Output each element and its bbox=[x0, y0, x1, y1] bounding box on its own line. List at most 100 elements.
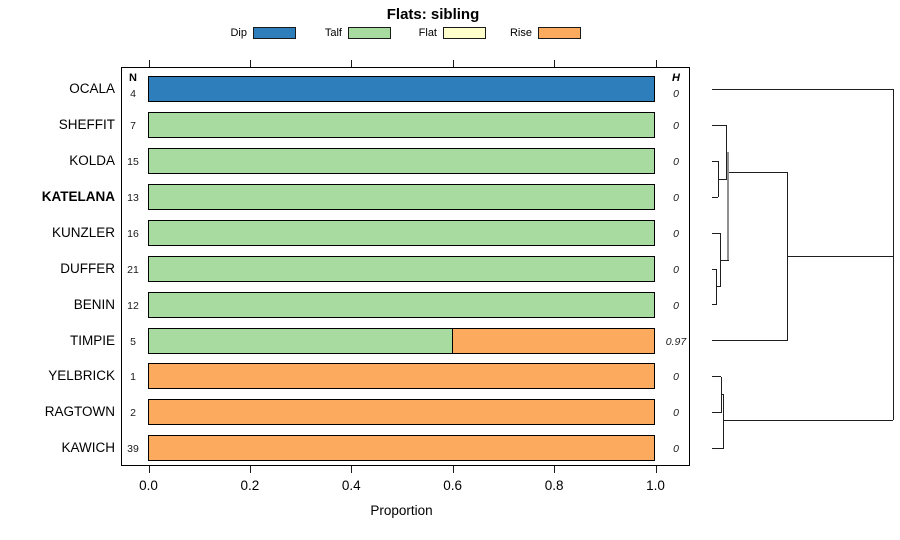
bar-segment-talf bbox=[149, 220, 654, 245]
axis-tick-label: 0.6 bbox=[443, 478, 463, 493]
n-value: 39 bbox=[127, 443, 139, 456]
n-column-header: N bbox=[129, 72, 137, 84]
n-value: 1 bbox=[130, 371, 136, 384]
stacked-bar bbox=[148, 147, 655, 174]
legend-label: Talf bbox=[324, 27, 342, 39]
stacked-bar bbox=[148, 399, 655, 426]
bar-segment-talf bbox=[149, 328, 452, 353]
legend-item-dip: Dip bbox=[207, 26, 296, 40]
h-value: 0 bbox=[673, 263, 679, 276]
axis-tick-bottom bbox=[554, 466, 556, 473]
bar-segment-rise bbox=[149, 400, 654, 425]
dendrogram-segment bbox=[712, 376, 721, 377]
dendrogram-segment bbox=[721, 394, 724, 395]
bar-segment-talf bbox=[149, 256, 654, 281]
dendrogram-segment bbox=[712, 232, 720, 234]
dendrogram-segment bbox=[712, 124, 727, 126]
row-label-ragtown: RAGTOWN bbox=[44, 404, 115, 420]
dendrogram-segment bbox=[720, 259, 729, 261]
axis-tick-top bbox=[351, 60, 353, 67]
bar-segment-talf bbox=[149, 292, 654, 317]
stacked-bar bbox=[148, 219, 655, 246]
stacked-bar bbox=[148, 291, 655, 318]
dendrogram-segment bbox=[712, 160, 718, 162]
axis-tick-label: 0.8 bbox=[544, 478, 564, 493]
dendrogram-segment bbox=[715, 269, 717, 305]
bar-segment-talf bbox=[149, 184, 654, 209]
dendrogram-segment bbox=[892, 89, 894, 420]
legend-swatch bbox=[348, 27, 391, 39]
legend-item-talf: Talf bbox=[302, 26, 391, 40]
stacked-bar bbox=[148, 363, 655, 390]
axis-tick-bottom bbox=[249, 466, 251, 473]
dendrogram-segment bbox=[712, 340, 787, 341]
n-value: 5 bbox=[130, 335, 136, 348]
stacked-bar bbox=[148, 255, 655, 282]
dendrogram-segment bbox=[720, 376, 722, 413]
axis-tick-top bbox=[655, 60, 657, 67]
n-value: 4 bbox=[130, 88, 136, 100]
dendrogram-segment bbox=[727, 152, 729, 260]
stacked-bar bbox=[148, 111, 655, 138]
row-label-benin: BENIN bbox=[73, 296, 115, 312]
legend-swatch bbox=[538, 27, 581, 39]
dendrogram-segment bbox=[718, 178, 728, 180]
h-value: 0 bbox=[673, 227, 679, 240]
stacked-bar bbox=[148, 327, 655, 354]
h-value: 0 bbox=[673, 119, 679, 132]
dendrogram-segment bbox=[723, 419, 893, 421]
row-label-duffer: DUFFER bbox=[60, 260, 115, 276]
n-value: 15 bbox=[127, 155, 139, 168]
axis-tick-label: 0.4 bbox=[341, 478, 361, 493]
legend-label: Flat bbox=[418, 27, 437, 39]
axis-tick-label: 0.0 bbox=[139, 478, 158, 493]
dendrogram-segment bbox=[712, 268, 716, 270]
row-label-yelbrick: YELBRICK bbox=[48, 368, 115, 384]
dendrogram-segment bbox=[787, 255, 893, 257]
dendrogram-segment bbox=[726, 125, 727, 179]
n-value: 7 bbox=[130, 119, 136, 132]
dendrogram-segment bbox=[723, 394, 724, 449]
h-value: 0 bbox=[673, 191, 679, 204]
row-label-katelana: KATELANA bbox=[41, 188, 115, 204]
dendrogram-segment bbox=[712, 196, 718, 198]
axis-tick-bottom bbox=[351, 466, 353, 473]
row-label-kunzler: KUNZLER bbox=[51, 224, 115, 240]
legend-item-rise: Rise bbox=[492, 26, 581, 40]
dendrogram-segment bbox=[712, 304, 716, 305]
row-label-kawich: KAWICH bbox=[61, 440, 116, 456]
axis-tick-top bbox=[452, 60, 454, 67]
h-value: 0 bbox=[673, 407, 679, 420]
h-value: 0 bbox=[673, 443, 679, 456]
n-value: 13 bbox=[127, 191, 139, 204]
dendrogram-segment bbox=[712, 88, 893, 90]
bar-segment-dip bbox=[149, 77, 654, 101]
bar-segment-rise bbox=[149, 436, 654, 461]
h-value: 0 bbox=[673, 371, 679, 384]
axis-tick-top bbox=[148, 60, 150, 67]
n-value: 2 bbox=[130, 407, 136, 420]
bar-segment-rise bbox=[452, 328, 654, 353]
stacked-bar bbox=[148, 183, 655, 210]
n-value: 21 bbox=[127, 263, 139, 276]
h-value: 0.97 bbox=[665, 335, 687, 348]
axis-tick-label: 0.2 bbox=[240, 478, 260, 493]
n-value: 12 bbox=[127, 299, 139, 312]
dendrogram-segment bbox=[719, 233, 721, 287]
legend-item-flat: Flat bbox=[397, 26, 486, 40]
row-label-kolda: KOLDA bbox=[69, 152, 115, 168]
dendrogram-segment bbox=[717, 161, 719, 197]
row-label-timpie: TIMPIE bbox=[69, 332, 115, 348]
axis-tick-top bbox=[554, 60, 556, 67]
dendrogram-segment bbox=[716, 286, 720, 287]
legend-swatch bbox=[443, 27, 486, 39]
dendrogram-segment bbox=[712, 412, 721, 413]
axis-tick-bottom bbox=[148, 466, 150, 473]
axis-tick-label: 1.0 bbox=[646, 478, 665, 493]
axis-tick-bottom bbox=[655, 466, 657, 473]
axis-tick-bottom bbox=[452, 466, 454, 473]
bar-segment-talf bbox=[149, 148, 654, 173]
legend-label: Dip bbox=[230, 27, 247, 39]
bar-segment-talf bbox=[149, 112, 654, 137]
